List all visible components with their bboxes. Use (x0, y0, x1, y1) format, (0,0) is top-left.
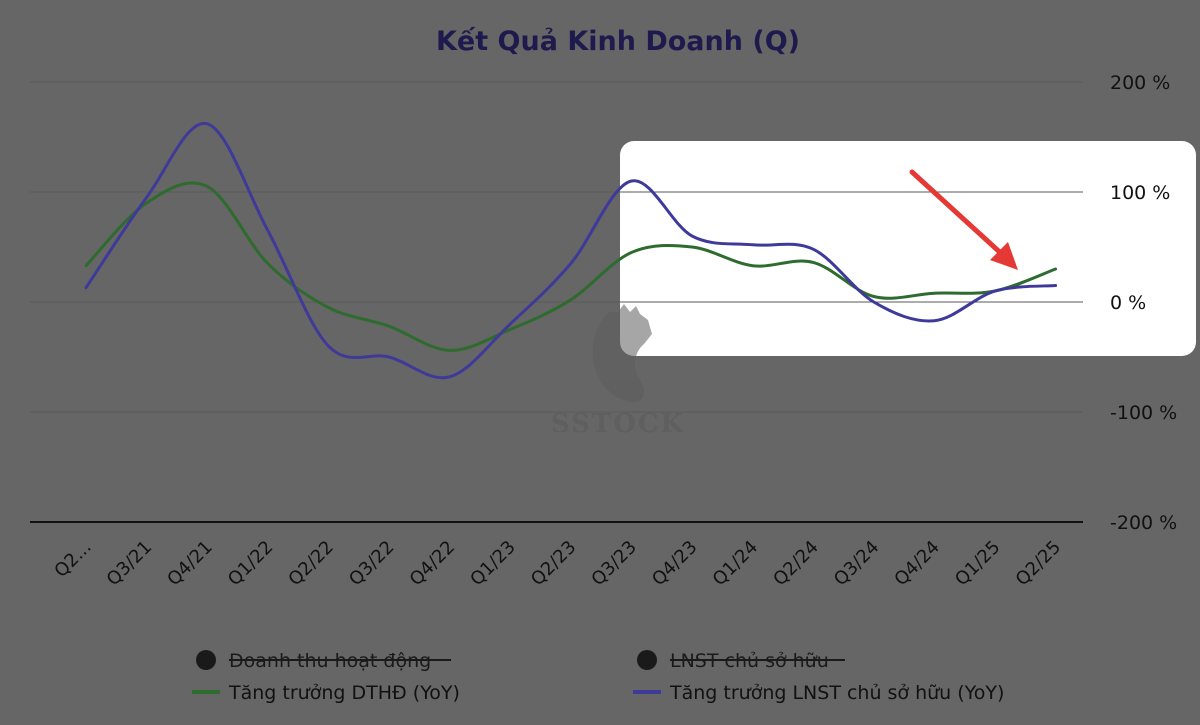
legend-item-profit-growth[interactable]: Tăng trưởng LNST chủ sở hữu (YoY) (633, 682, 1004, 704)
y-tick-label: 0 % (1110, 292, 1146, 314)
y-axis-labels: 200 % 100 % 0 % -100 % -200 % (1110, 72, 1177, 534)
sstock-watermark-logo: SSTOCK (551, 304, 685, 439)
series-lines (84, 122, 1058, 380)
grid-lines (30, 81, 1083, 523)
legend-item-net-profit[interactable]: LNST chủ sở hữu (637, 650, 845, 672)
watermark-text: SSTOCK (551, 409, 685, 439)
legend-item-revenue[interactable]: Doanh thu hoạt động (196, 650, 451, 672)
legend-label-profit-growth: Tăng trưởng LNST chủ sở hữu (YoY) (669, 682, 1004, 704)
legend-item-revenue-growth[interactable]: Tăng trưởng DTHĐ (YoY) (192, 682, 460, 704)
horse-head-icon (592, 304, 652, 403)
y-tick-label: -200 % (1110, 512, 1177, 534)
series-line-revenue-growth (84, 181, 1058, 352)
red-arrow-annotation (909, 169, 1018, 270)
y-tick-label: -100 % (1110, 402, 1177, 424)
legend-dot-icon (196, 650, 216, 670)
y-tick-label: 200 % (1110, 72, 1170, 94)
legend: Doanh thu hoạt động LNST chủ sở hữu Tăng… (192, 650, 1004, 704)
highlight-box (620, 141, 1196, 356)
y-tick-label: 100 % (1110, 182, 1170, 204)
chart-title: Kết Quả Kinh Doanh (Q) (436, 26, 800, 57)
legend-dot-icon (637, 650, 657, 670)
legend-label-revenue-growth: Tăng trưởng DTHĐ (YoY) (228, 682, 460, 704)
